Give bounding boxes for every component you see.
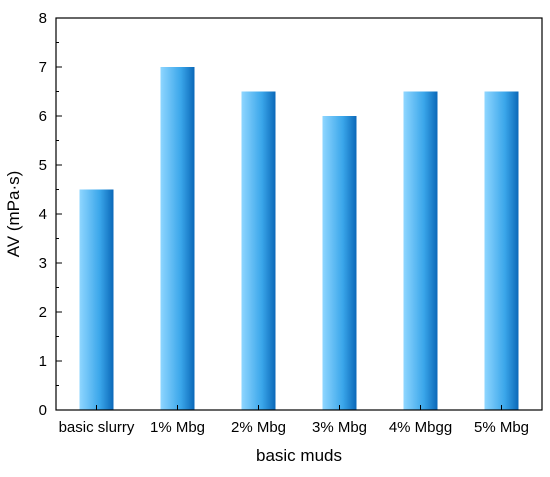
bar-0 xyxy=(79,189,114,410)
x-tick-label: 3% Mbg xyxy=(312,419,367,436)
x-axis-ticks: basic slurry 1% Mbg 2% Mbg 3% Mbg 4% Mbgg 5% … xyxy=(59,405,529,436)
y-tick-label: 8 xyxy=(39,10,47,27)
y-tick-label: 4 xyxy=(39,206,47,223)
x-tick-label: 5% Mbg xyxy=(474,419,529,436)
y-tick-label: 5 xyxy=(39,157,47,174)
bar-5 xyxy=(484,91,519,410)
y-tick-label: 0 xyxy=(39,402,47,419)
bar-2 xyxy=(241,91,276,410)
y-tick-label: 2 xyxy=(39,304,47,321)
bars-group xyxy=(79,67,519,410)
y-tick-label: 1 xyxy=(39,353,47,370)
bar-4 xyxy=(403,91,438,410)
x-axis-label: basic muds xyxy=(256,446,342,465)
y-axis-ticks: 0 1 2 3 4 5 6 7 8 xyxy=(39,10,62,419)
y-tick-label: 6 xyxy=(39,108,47,125)
y-tick-label: 7 xyxy=(39,59,47,76)
x-tick-label: basic slurry xyxy=(59,419,135,436)
bar-3 xyxy=(322,116,357,410)
y-axis-label: AV (mPa·s) xyxy=(4,171,23,258)
bar-1 xyxy=(160,67,195,410)
x-tick-label: 4% Mbgg xyxy=(389,419,452,436)
x-tick-label: 1% Mbg xyxy=(150,419,205,436)
plot-frame xyxy=(55,17,543,411)
y-tick-label: 3 xyxy=(39,255,47,272)
x-tick-label: 2% Mbg xyxy=(231,419,286,436)
